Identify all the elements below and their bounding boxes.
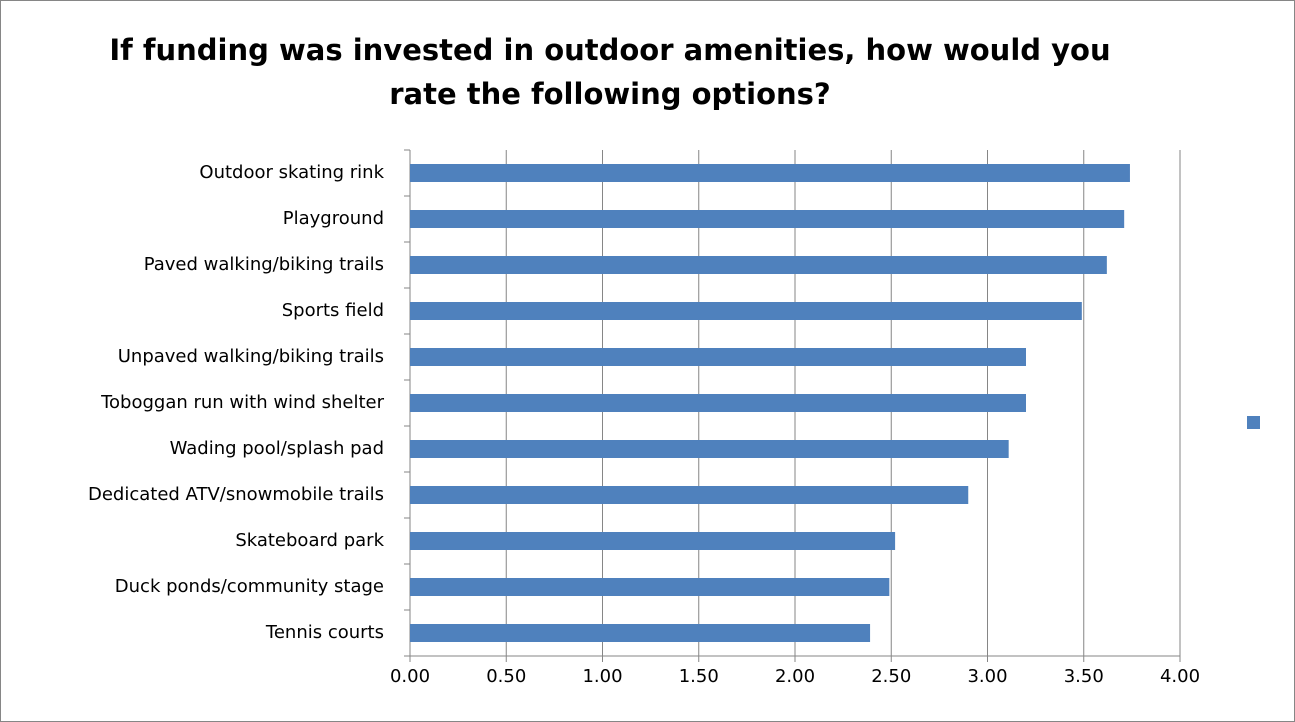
bar xyxy=(410,624,871,642)
x-tick-label: 4.00 xyxy=(1160,666,1200,687)
bar xyxy=(410,394,1026,412)
bar xyxy=(410,164,1130,182)
chart-title: rate the following options? xyxy=(389,77,831,111)
x-tick-label: 2.00 xyxy=(775,666,815,687)
x-tick-label: 2.50 xyxy=(871,666,911,687)
bar xyxy=(410,256,1107,274)
chart-title: If funding was invested in outdoor ameni… xyxy=(109,33,1110,67)
x-tick-label: 1.50 xyxy=(679,666,719,687)
y-tick-label: Tennis courts xyxy=(265,622,384,643)
bar xyxy=(410,440,1009,458)
x-tick-label: 3.00 xyxy=(967,666,1007,687)
y-tick-label: Skateboard park xyxy=(235,530,384,551)
bar xyxy=(410,578,890,596)
y-tick-label: Unpaved walking/biking trails xyxy=(118,346,384,367)
bar xyxy=(410,302,1082,320)
y-tick-label: Toboggan run with wind shelter xyxy=(100,392,385,413)
bar xyxy=(410,486,969,504)
x-tick-label: 0.00 xyxy=(390,666,430,687)
x-tick-label: 3.50 xyxy=(1064,666,1104,687)
y-tick-label: Sports field xyxy=(282,300,384,321)
x-tick-label: 0.50 xyxy=(486,666,526,687)
y-tick-label: Duck ponds/community stage xyxy=(115,576,384,597)
y-tick-label: Wading pool/splash pad xyxy=(170,438,384,459)
y-tick-label: Paved walking/biking trails xyxy=(144,254,384,275)
bar xyxy=(410,532,896,550)
y-tick-label: Playground xyxy=(283,208,384,229)
y-tick-label: Outdoor skating rink xyxy=(199,162,384,183)
x-tick-label: 1.00 xyxy=(582,666,622,687)
y-tick-label: Dedicated ATV/snowmobile trails xyxy=(88,484,384,505)
bar xyxy=(410,348,1026,366)
legend-swatch xyxy=(1247,416,1260,429)
bar xyxy=(410,210,1125,228)
